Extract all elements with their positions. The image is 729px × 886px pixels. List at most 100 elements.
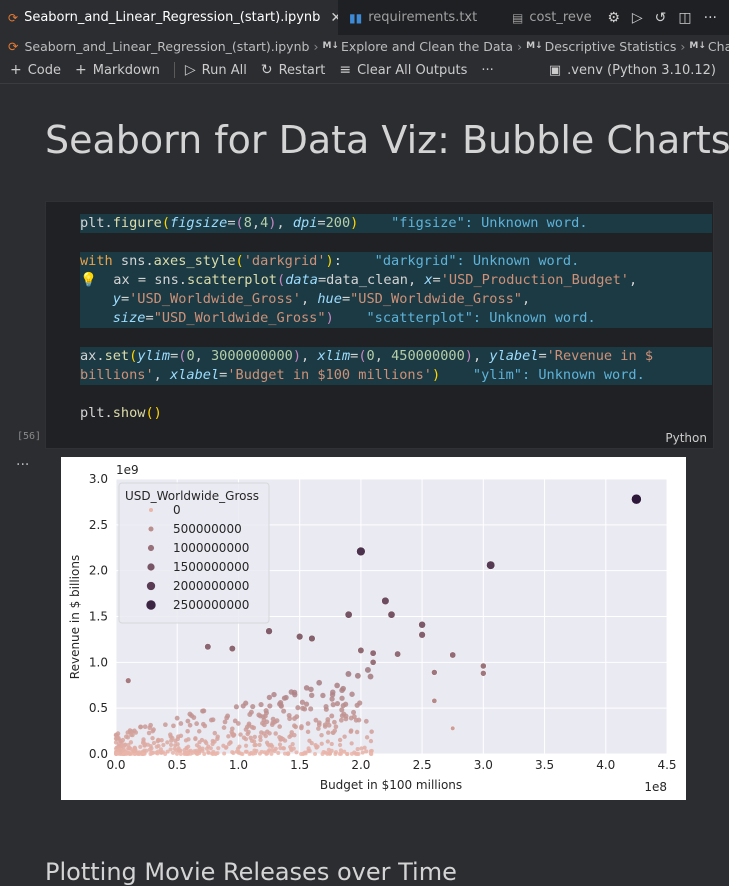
data-point — [233, 704, 239, 710]
data-point — [273, 731, 278, 736]
data-point — [265, 627, 273, 635]
more-actions-icon[interactable]: ··· — [703, 9, 717, 26]
run-all-button[interactable]: ▷ Run All — [185, 62, 247, 78]
highlight-points — [125, 493, 642, 731]
lightbulb-icon[interactable]: 💡 — [80, 272, 97, 288]
data-point — [316, 720, 322, 726]
data-point — [165, 749, 170, 754]
data-point — [369, 729, 374, 734]
line-highlight — [80, 214, 712, 233]
data-point — [252, 743, 257, 748]
data-point — [327, 751, 332, 756]
data-point — [258, 734, 263, 740]
cell-language[interactable]: Python — [665, 431, 707, 445]
data-point — [126, 746, 131, 751]
restart-button[interactable]: ↻ Restart — [261, 62, 325, 78]
legend-marker — [149, 508, 153, 512]
more-toolbar-button[interactable]: ··· — [481, 63, 493, 78]
data-point — [381, 596, 390, 605]
tab-requirements[interactable]: ▮▮ requirements.txt — [339, 0, 499, 35]
run-all-label: Run All — [201, 62, 247, 78]
data-point — [313, 751, 318, 756]
tab-notebook[interactable]: ⟳ Seaborn_and_Linear_Regression_(start).… — [0, 0, 338, 35]
close-icon[interactable]: ✕ — [330, 9, 338, 26]
data-point — [334, 682, 340, 689]
data-point — [270, 720, 276, 726]
file-icon: ▤ — [512, 10, 524, 25]
data-point — [319, 732, 324, 738]
x-exponent: 1e8 — [644, 780, 667, 794]
data-point — [330, 730, 336, 735]
data-point — [222, 751, 227, 756]
legend-marker — [146, 581, 156, 591]
data-point — [337, 737, 343, 743]
data-point — [126, 742, 131, 748]
data-point — [133, 730, 139, 735]
x-tick-label: 1.5 — [290, 758, 309, 772]
data-point — [354, 702, 360, 708]
y-tick-label: 0.0 — [89, 747, 108, 761]
data-point — [215, 736, 220, 741]
data-point — [344, 610, 353, 619]
kernel-picker[interactable]: ▣ .venv (Python 3.10.12) — [549, 57, 716, 83]
history-icon[interactable]: ↺ — [654, 9, 667, 26]
breadcrumb-item[interactable]: Explore and Clean the Data — [340, 38, 514, 54]
data-point — [230, 726, 235, 732]
add-markdown-button[interactable]: + Markdown — [75, 62, 160, 78]
data-point — [288, 689, 295, 695]
code-line: billions', xlabel='Budget in $100 millio… — [80, 367, 645, 383]
editor-actions: ⚙ ▷ ↺ ◫ ··· — [599, 0, 729, 35]
data-point — [137, 750, 142, 755]
data-point — [322, 722, 328, 728]
data-point — [326, 722, 332, 728]
diagnostic-hint: "scatterplot": Unknown word. — [366, 310, 596, 326]
clear-outputs-button[interactable]: ≡ Clear All Outputs — [339, 62, 467, 78]
data-point — [200, 708, 206, 714]
y-ticks: 0.0 0.5 1.0 1.5 2.0 2.5 3.0 — [89, 472, 108, 761]
data-point — [330, 689, 336, 695]
x-axis-label: Budget in $100 millions — [320, 778, 462, 792]
gear-icon[interactable]: ⚙ — [607, 9, 620, 26]
add-code-button[interactable]: + Code — [10, 62, 61, 78]
data-point — [267, 731, 272, 736]
output-more-icon[interactable]: ··· — [16, 457, 30, 473]
data-point — [208, 717, 214, 723]
data-point — [449, 651, 457, 659]
code-line: y='USD_Worldwide_Gross', hue="USD_Worldw… — [112, 291, 531, 307]
data-point — [246, 729, 251, 735]
breadcrumb-item[interactable]: Descriptive Statistics — [544, 38, 677, 54]
data-point — [305, 721, 311, 726]
data-point — [281, 695, 288, 701]
data-point — [174, 751, 179, 756]
tab-cost-revenue[interactable]: ▤ cost_reve — [500, 0, 600, 35]
data-point — [144, 748, 149, 753]
data-point — [216, 746, 221, 751]
run-icon[interactable]: ▷ — [631, 9, 643, 26]
data-point — [163, 722, 168, 728]
code-line: size="USD_Worldwide_Gross") "scatterplot… — [112, 310, 596, 326]
data-point — [431, 697, 438, 704]
x-tick-label: 4.5 — [657, 758, 676, 772]
data-point — [354, 729, 360, 735]
data-point — [290, 742, 295, 747]
breadcrumb-file[interactable]: Seaborn_and_Linear_Regression_(start).ip… — [24, 38, 310, 54]
x-tick-label: 2.0 — [351, 758, 370, 772]
more-icon: ··· — [481, 62, 494, 78]
data-point — [333, 750, 338, 755]
data-point — [123, 734, 129, 739]
data-point — [320, 692, 326, 699]
data-point — [316, 726, 321, 731]
split-editor-icon[interactable]: ◫ — [678, 9, 692, 26]
data-point — [306, 746, 311, 751]
data-point — [158, 747, 163, 752]
legend-title: USD_Worldwide_Gross — [125, 489, 259, 503]
data-point — [431, 669, 438, 676]
code-cell[interactable]: plt.figure(figsize=(8,4), dpi=200) "figs… — [45, 201, 714, 449]
data-point — [250, 704, 256, 710]
data-point — [326, 747, 331, 752]
legend-entry: 1500000000 — [173, 560, 249, 574]
data-point — [119, 743, 125, 748]
breadcrumb-item[interactable]: Challe — [707, 38, 729, 54]
data-point — [154, 744, 159, 749]
tab-label: cost_reve — [529, 10, 592, 25]
